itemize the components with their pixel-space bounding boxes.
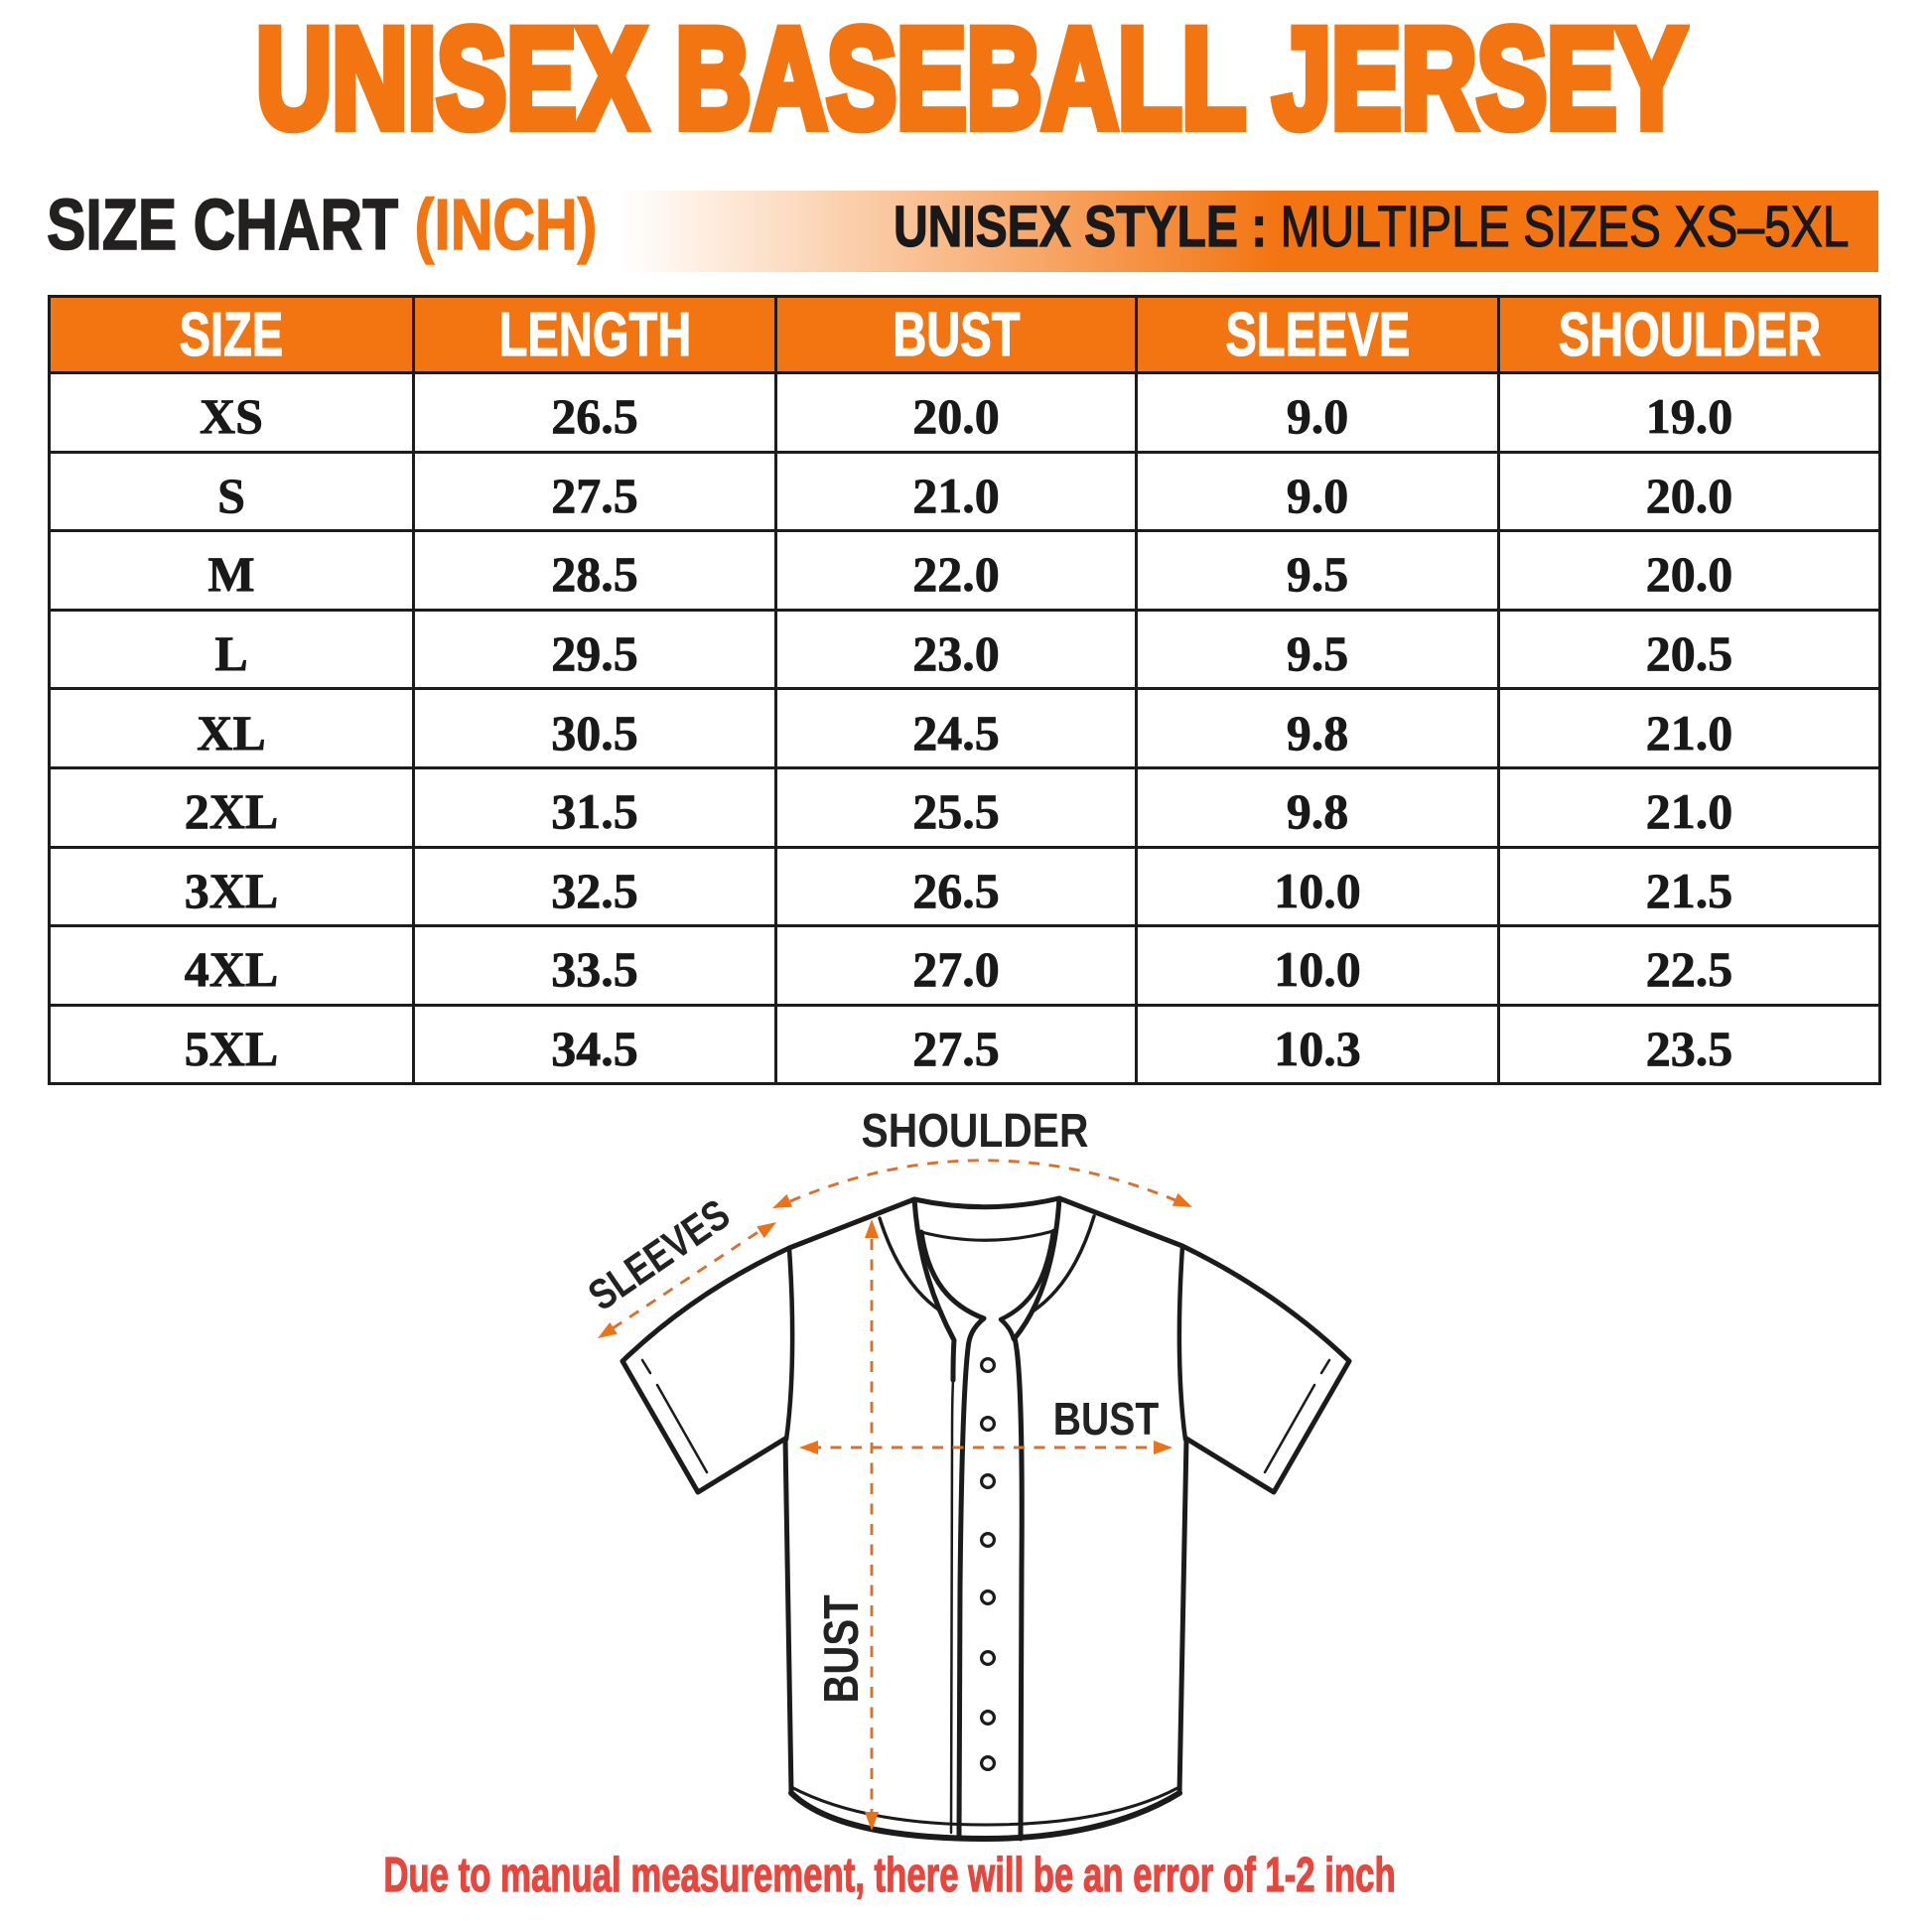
svg-text:BUST: BUST <box>814 1594 869 1703</box>
svg-text:SHOULDER: SHOULDER <box>862 1105 1089 1158</box>
svg-text:BUST: BUST <box>1053 1394 1159 1446</box>
